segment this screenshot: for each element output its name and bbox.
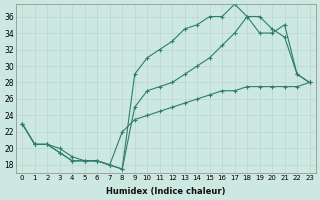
X-axis label: Humidex (Indice chaleur): Humidex (Indice chaleur) bbox=[106, 187, 226, 196]
